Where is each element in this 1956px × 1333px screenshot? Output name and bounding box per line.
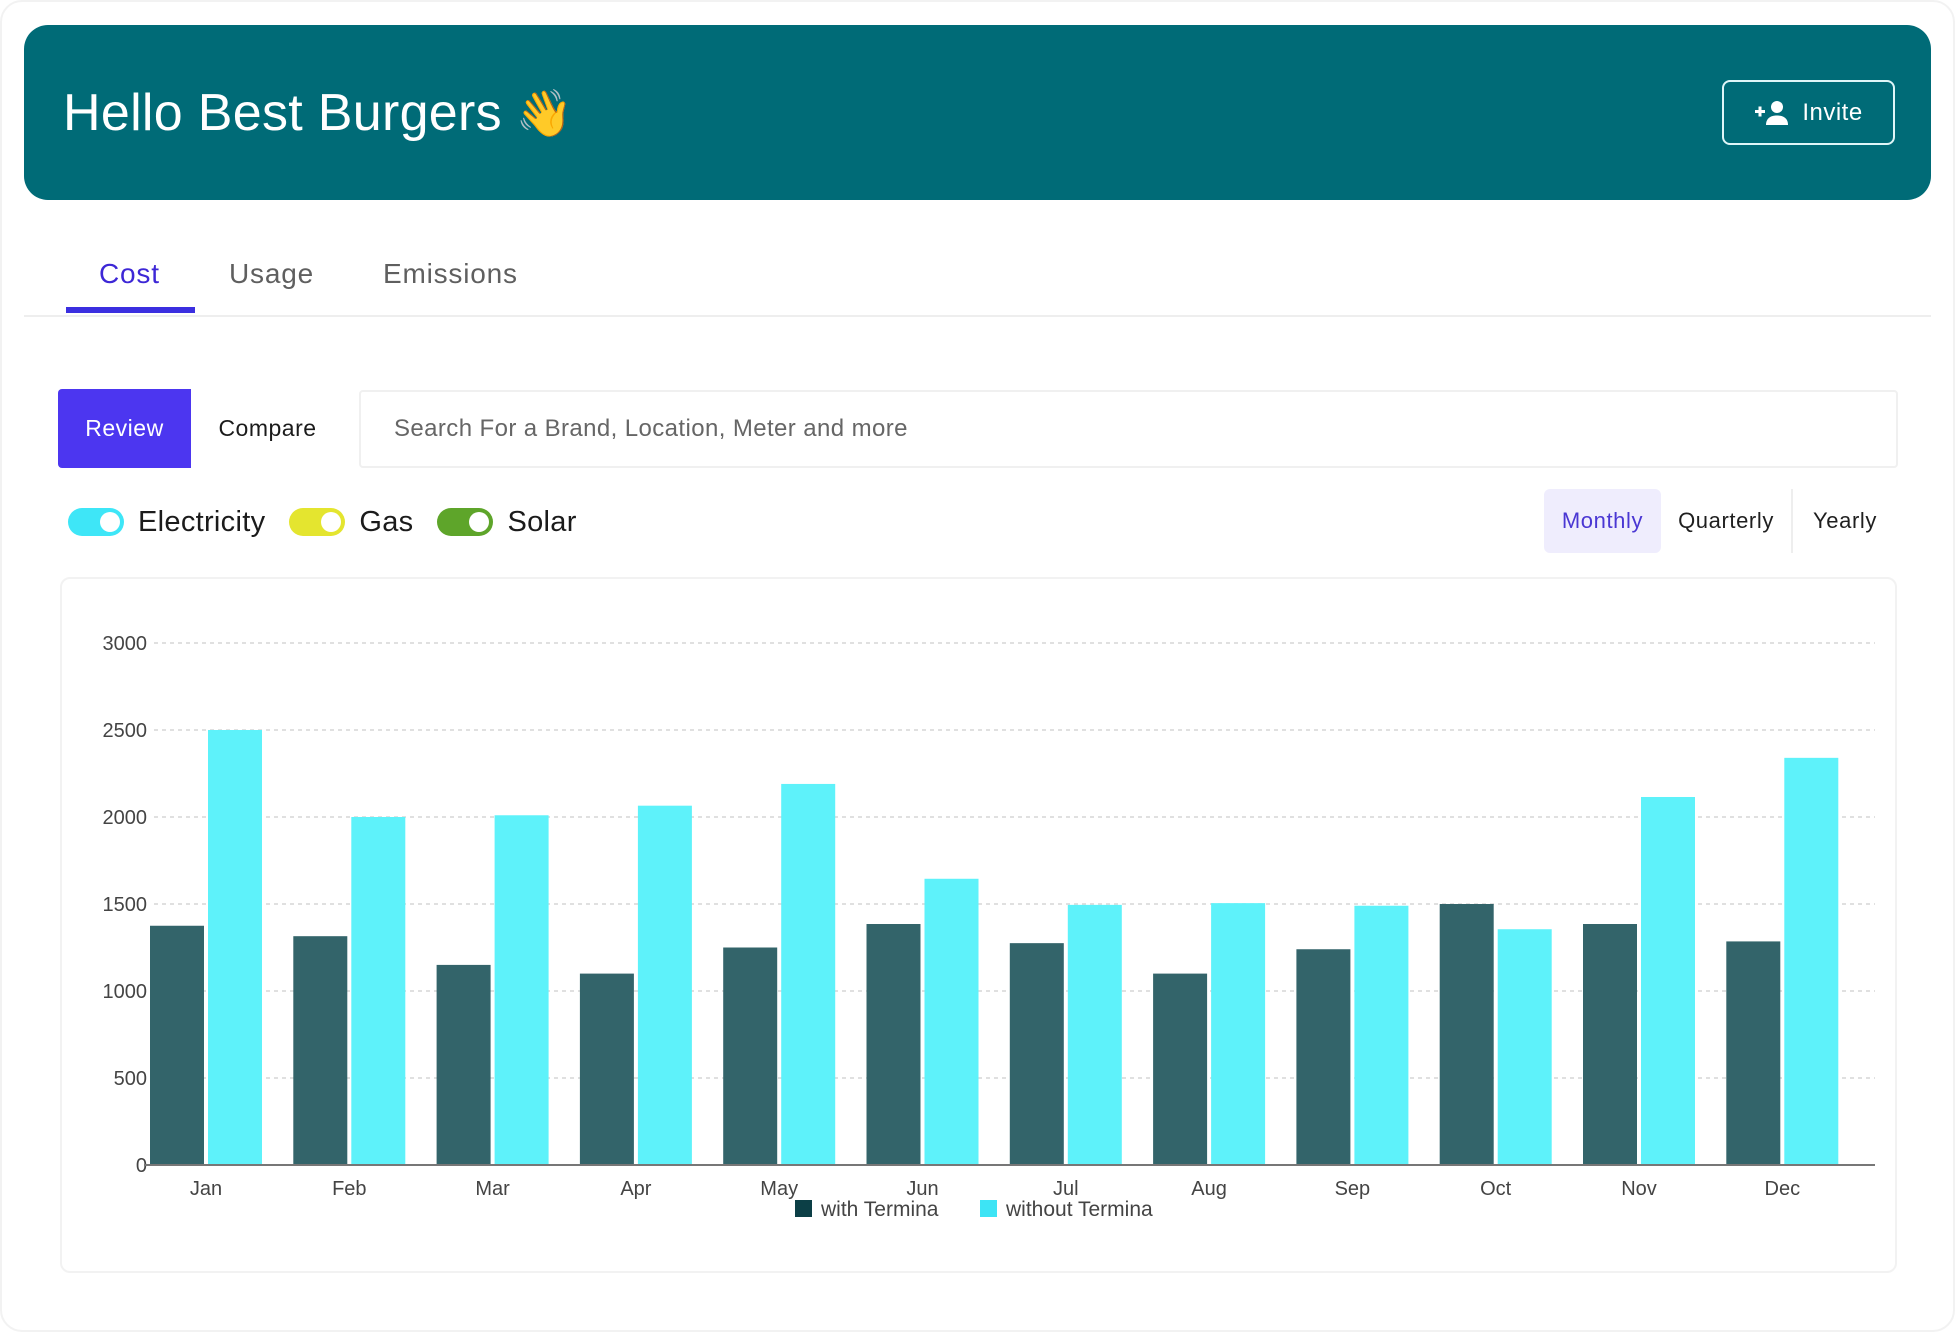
active-tab-indicator bbox=[66, 307, 195, 313]
bar-without-termina[interactable] bbox=[1354, 905, 1409, 1165]
bar-without-termina[interactable] bbox=[924, 878, 979, 1165]
bar-without-termina[interactable] bbox=[1497, 929, 1552, 1165]
period-monthly[interactable]: Monthly bbox=[1544, 489, 1661, 553]
bar-without-termina[interactable] bbox=[494, 815, 549, 1165]
toggle-electricity[interactable]: Electricity bbox=[68, 506, 265, 539]
x-tick-label: Aug bbox=[1191, 1178, 1227, 1200]
legend-swatch bbox=[980, 1200, 997, 1217]
invite-button[interactable]: Invite bbox=[1722, 80, 1895, 145]
bar-without-termina[interactable] bbox=[637, 805, 692, 1165]
tab-bar: Cost Usage Emissions bbox=[24, 240, 1931, 317]
y-tick-label: 2000 bbox=[103, 807, 148, 829]
y-tick-label: 500 bbox=[114, 1068, 147, 1090]
toggle-switch-solar[interactable] bbox=[437, 508, 494, 536]
bar-with-termina[interactable] bbox=[293, 936, 348, 1165]
cost-bar-chart: 0 500 1000 1500 2000 2500 3000 Jan Feb Mar Apr May J… bbox=[103, 633, 1875, 1221]
page-title: Hello Best Burgers 👋 bbox=[63, 83, 574, 143]
bar-with-termina[interactable] bbox=[1153, 973, 1208, 1165]
toggle-gas[interactable]: Gas bbox=[289, 506, 413, 539]
x-tick-label: Jan bbox=[190, 1178, 222, 1200]
legend-label[interactable]: without Termina bbox=[1005, 1198, 1153, 1221]
bar-with-termina[interactable] bbox=[1439, 904, 1494, 1165]
x-tick-label: Oct bbox=[1480, 1178, 1512, 1200]
tab-emissions[interactable]: Emissions bbox=[383, 258, 518, 289]
toggle-label-gas: Gas bbox=[359, 505, 414, 538]
bar-with-termina[interactable] bbox=[150, 925, 204, 1165]
x-tick-label: Apr bbox=[620, 1178, 651, 1200]
bar-with-termina[interactable] bbox=[436, 964, 491, 1165]
person-add-icon bbox=[1755, 100, 1789, 125]
legend-swatch bbox=[795, 1200, 812, 1217]
tab-usage[interactable]: Usage bbox=[229, 258, 314, 289]
legend-label[interactable]: with Termina bbox=[820, 1198, 939, 1221]
greeting-text: Hello Best Burgers bbox=[63, 84, 502, 142]
tab-cost[interactable]: Cost bbox=[99, 258, 160, 289]
toggle-switch-gas[interactable] bbox=[289, 508, 346, 536]
x-tick-label: Mar bbox=[475, 1178, 510, 1200]
period-divider bbox=[1791, 489, 1793, 553]
period-quarterly[interactable]: Quarterly bbox=[1678, 508, 1774, 533]
x-tick-label: Sep bbox=[1335, 1178, 1371, 1200]
bar-with-termina[interactable] bbox=[579, 973, 634, 1165]
bar-without-termina[interactable] bbox=[1784, 757, 1839, 1165]
x-tick-label: Dec bbox=[1765, 1178, 1801, 1200]
toggle-label-electricity: Electricity bbox=[138, 505, 266, 538]
x-tick-label: Feb bbox=[332, 1178, 366, 1200]
y-tick-label: 2500 bbox=[103, 720, 148, 742]
compare-button[interactable]: Compare bbox=[218, 415, 317, 441]
bar-with-termina[interactable] bbox=[1296, 949, 1351, 1165]
search-field[interactable] bbox=[359, 390, 1898, 468]
cost-chart-card: 0 500 1000 1500 2000 2500 3000 Jan Feb Mar Apr May J… bbox=[60, 577, 1897, 1273]
bar-with-termina[interactable] bbox=[1009, 943, 1064, 1165]
bar-without-termina[interactable] bbox=[781, 783, 836, 1165]
x-tick-label: May bbox=[760, 1178, 798, 1200]
toggle-switch-electricity[interactable] bbox=[68, 508, 124, 536]
period-yearly[interactable]: Yearly bbox=[1813, 508, 1877, 533]
waving-hand-icon: 👋 bbox=[515, 87, 574, 139]
toggle-label-solar: Solar bbox=[507, 505, 577, 538]
bar-without-termina[interactable] bbox=[1211, 903, 1266, 1165]
y-tick-label: 1000 bbox=[103, 981, 148, 1003]
bar-without-termina[interactable] bbox=[351, 817, 406, 1165]
bar-with-termina[interactable] bbox=[723, 947, 778, 1166]
welcome-header: Hello Best Burgers 👋 Invite bbox=[24, 25, 1931, 200]
toggle-solar[interactable]: Solar bbox=[437, 506, 576, 539]
bar-without-termina[interactable] bbox=[1067, 904, 1122, 1165]
bar-with-termina[interactable] bbox=[866, 924, 921, 1165]
y-tick-label: 1500 bbox=[103, 894, 148, 916]
bar-without-termina[interactable] bbox=[1641, 796, 1695, 1165]
energy-type-toggles: Electricity Gas Solar bbox=[68, 500, 601, 544]
period-selector: Monthly Quarterly Yearly bbox=[1544, 489, 1883, 553]
x-tick-label: Jul bbox=[1053, 1178, 1079, 1200]
x-tick-label: Jun bbox=[906, 1178, 938, 1200]
y-tick-label: 0 bbox=[136, 1155, 147, 1177]
bar-without-termina[interactable] bbox=[208, 730, 262, 1165]
x-tick-label: Nov bbox=[1621, 1178, 1657, 1200]
invite-label: Invite bbox=[1802, 98, 1863, 126]
bar-with-termina[interactable] bbox=[1583, 924, 1637, 1165]
y-tick-label: 3000 bbox=[103, 633, 148, 655]
review-button[interactable]: Review bbox=[58, 389, 191, 468]
bar-with-termina[interactable] bbox=[1726, 941, 1781, 1165]
search-input[interactable] bbox=[361, 392, 1896, 466]
